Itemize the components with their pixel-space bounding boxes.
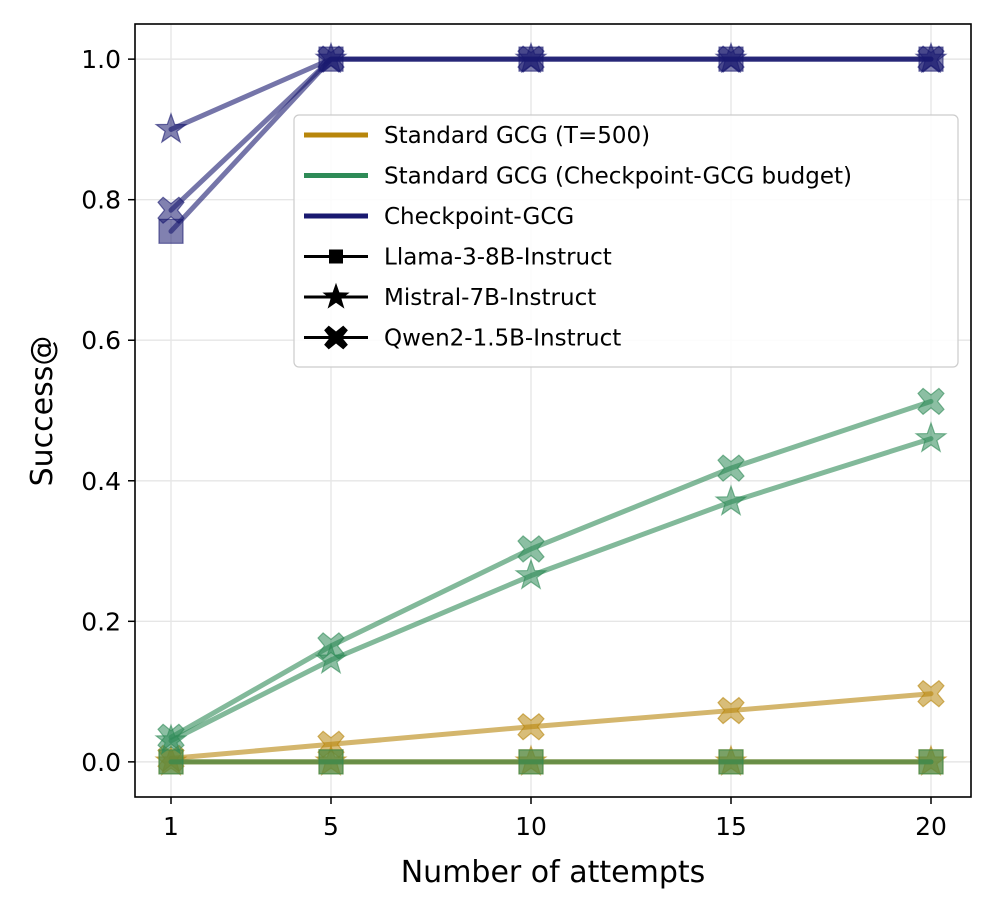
legend-label: Llama-3-8B-Instruct [384,245,612,271]
data-point [517,712,545,741]
legend-entry-qwen2-1-5b-instruct: Qwen2-1.5B-Instruct [304,326,621,352]
legend-marker [329,249,343,264]
legend: Standard GCG (T=500) Standard GCG (Checkp… [293,114,959,368]
x-tick-label: 20 [915,812,947,841]
series-standard-gcg-t-500-qwen2-1-5b-instruct [157,679,945,773]
legend-label: Standard GCG (T=500) [384,123,650,149]
data-point [317,632,345,660]
data-point [318,749,344,775]
legend-label: Qwen2-1.5B-Instruct [384,326,621,352]
data-point [714,484,748,516]
data-point [514,558,548,590]
data-point [917,45,945,73]
data-point [914,421,948,453]
data-point [517,45,545,73]
legend-entry-standard-gcg-t-500: Standard GCG (T=500) [304,123,650,149]
data-point [717,696,745,725]
y-tick-label: 0.6 [81,326,121,355]
x-tick-label: 10 [515,812,547,841]
legend-marker [322,282,350,309]
y-tick-label: 1.0 [81,45,121,74]
series-standard-gcg-checkpoint-gcg-budget-qwen2-1-5b-instruct [157,387,945,752]
data-point [917,679,945,708]
series-checkpoint-gcg-qwen2-1-5b-instruct [157,45,945,224]
data-point [154,111,188,144]
data-point [157,723,185,752]
plot-series [154,41,948,776]
series-standard-gcg-checkpoint-gcg-budget-llama-3-8b-instruct [158,749,944,775]
legend-entry-mistral-7b-instruct: Mistral-7B-Instruct [304,282,596,311]
y-tick-label: 0.0 [81,748,121,777]
plot-frame [134,23,972,798]
data-point [517,535,545,563]
y-tick-label: 0.2 [81,607,121,636]
legend-label: Checkpoint-GCG [384,204,574,230]
y-tick-label: 0.4 [81,467,121,496]
series-line [168,691,934,761]
x-tick-label: 1 [163,812,179,841]
data-point [717,45,745,73]
data-point [918,749,944,775]
x-axis-title: Number of attempts [401,855,706,890]
legend-entry-llama-3-8b-instruct: Llama-3-8B-Instruct [304,245,612,271]
data-point [917,387,945,416]
data-point [317,45,345,73]
axis-ticks: 1 5 10 15 200.00.20.40.60.81.0 [81,45,947,841]
data-point [518,749,544,775]
y-axis-title: Success@ [25,336,60,487]
y-tick-label: 0.8 [81,186,121,215]
legend-entry-checkpoint-gcg: Checkpoint-GCG [304,204,574,230]
legend-frame [293,114,959,368]
data-point [157,196,185,224]
legend-entry-standard-gcg-checkpoint-gcg-budget: Standard GCG (Checkpoint-GCG budget) [304,164,852,190]
legend-marker [324,325,348,350]
series-line [168,436,934,744]
legend-label: Mistral-7B-Instruct [384,285,596,311]
x-tick-label: 5 [323,812,339,841]
x-tick-label: 15 [715,812,747,841]
data-point [718,749,744,775]
legend-label: Standard GCG (Checkpoint-GCG budget) [384,164,852,190]
data-point [717,454,745,482]
